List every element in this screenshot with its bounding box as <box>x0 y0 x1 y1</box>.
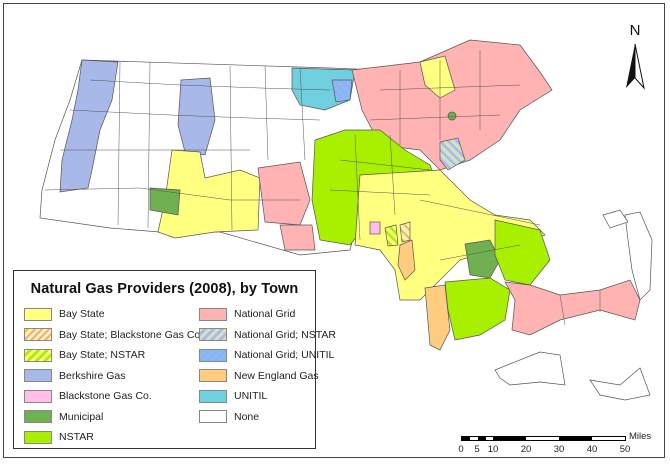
legend-label: Bay State <box>59 308 105 321</box>
legend-column-left: Bay State Bay State; Blackstone Gas Co. … <box>24 304 203 448</box>
legend: Natural Gas Providers (2008), by Town Ba… <box>13 270 336 449</box>
legend-label: UNITIL <box>234 390 268 403</box>
scale-unit: Miles <box>629 431 652 442</box>
legend-label: NSTAR <box>59 431 94 444</box>
legend-item-national-grid-nstar: National Grid; NSTAR <box>199 325 336 346</box>
scale-track <box>461 436 626 441</box>
legend-title: Natural Gas Providers (2008), by Town <box>30 281 299 297</box>
legend-item-blackstone: Blackstone Gas Co. <box>24 386 203 407</box>
legend-item-nstar: NSTAR <box>24 427 203 448</box>
state-base <box>39 39 653 401</box>
scale-tick: 20 <box>520 444 532 455</box>
legend-item-national-grid: National Grid <box>199 304 336 325</box>
swatch-national-grid-nstar <box>199 328 227 342</box>
swatch-new-england-gas <box>199 369 227 383</box>
swatch-unitil <box>199 389 227 403</box>
scale-tick: 10 <box>487 444 499 455</box>
legend-label: New England Gas <box>234 369 319 382</box>
legend-column-right: National Grid National Grid; NSTAR Natio… <box>199 304 336 427</box>
swatch-bay-state-nstar <box>24 348 52 362</box>
swatch-municipal <box>24 410 52 424</box>
legend-label: Bay State; Blackstone Gas Co. <box>59 328 204 341</box>
swatch-nstar <box>24 430 52 444</box>
town-borders <box>44 50 601 326</box>
scale-tick: 50 <box>619 444 631 455</box>
swatch-bay-state <box>24 307 52 321</box>
legend-item-new-england-gas: New England Gas <box>199 366 336 387</box>
north-arrow: N <box>622 22 648 92</box>
north-arrow-icon <box>626 43 645 90</box>
swatch-national-grid-unitil <box>199 348 227 362</box>
scale-tick: 30 <box>553 444 565 455</box>
scale-bar: Miles 0 5 10 20 30 40 50 <box>458 431 661 460</box>
swatch-none <box>199 410 227 424</box>
legend-label: Blackstone Gas Co. <box>59 390 152 403</box>
legend-item-bay-state: Bay State <box>24 304 203 325</box>
legend-label: National Grid <box>234 308 296 321</box>
north-label: N <box>629 22 641 39</box>
scale-tick: 0 <box>458 444 464 455</box>
legend-label: Municipal <box>59 410 104 423</box>
legend-label: Berkshire Gas <box>59 369 126 382</box>
legend-item-unitil: UNITIL <box>199 386 336 407</box>
swatch-national-grid <box>199 307 227 321</box>
legend-label: National Grid; UNITIL <box>234 349 335 362</box>
swatch-berkshire-gas <box>24 369 52 383</box>
legend-label: None <box>234 410 260 423</box>
swatch-blackstone <box>24 389 52 403</box>
legend-label: Bay State; NSTAR <box>59 349 146 362</box>
legend-item-bay-state-nstar: Bay State; NSTAR <box>24 345 203 366</box>
legend-item-bay-state-blackstone: Bay State; Blackstone Gas Co. <box>24 325 203 346</box>
legend-item-berkshire-gas: Berkshire Gas <box>24 366 203 387</box>
legend-item-municipal: Municipal <box>24 407 203 428</box>
legend-item-national-grid-unitil: National Grid; UNITIL <box>199 345 336 366</box>
swatch-bay-state-blackstone <box>24 328 52 342</box>
scale-tick: 5 <box>474 444 480 455</box>
legend-item-none: None <box>199 407 336 428</box>
scale-tick: 40 <box>586 444 598 455</box>
legend-label: National Grid; NSTAR <box>234 328 336 341</box>
